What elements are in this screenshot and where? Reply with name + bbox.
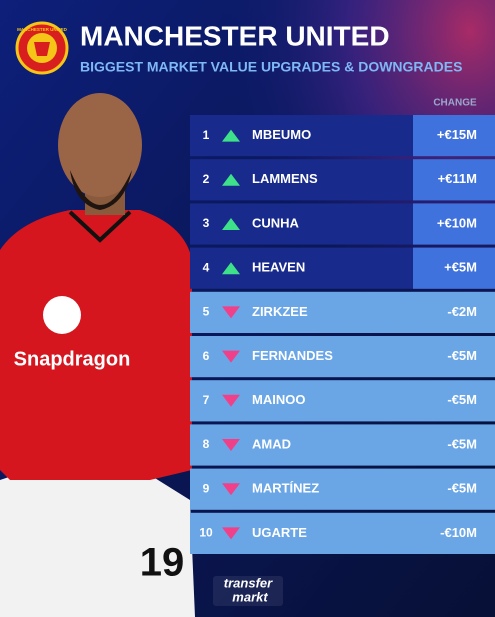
- rank: 6: [203, 349, 210, 363]
- row-background: [190, 468, 495, 510]
- player-name: LAMMENS: [252, 171, 318, 186]
- player-name: MARTÍNEZ: [252, 481, 319, 496]
- down-arrow: [222, 439, 240, 451]
- rank: 10: [199, 526, 213, 540]
- logo-bottom: markt: [232, 589, 268, 604]
- rank: 9: [203, 481, 210, 495]
- down-arrow: [222, 527, 240, 540]
- rank: 2: [203, 172, 210, 186]
- down-arrow: [222, 483, 240, 496]
- sponsor-text: Snapdragon: [14, 348, 131, 370]
- up-arrow: [222, 129, 240, 142]
- player-name: HEAVEN: [252, 260, 305, 275]
- column-header: CHANGE: [433, 98, 477, 109]
- value-change: -€2M: [447, 304, 477, 319]
- shirt-number: 19: [140, 541, 185, 585]
- player-name: UGARTE: [252, 525, 307, 540]
- row-background: [190, 380, 495, 422]
- change-cell: [413, 159, 495, 201]
- value-change: +€10M: [437, 215, 477, 230]
- row-background: [190, 512, 495, 554]
- rank: 3: [203, 216, 210, 230]
- player-name: ZIRKZEE: [252, 304, 308, 319]
- up-arrow: [222, 173, 240, 186]
- down-arrow: [222, 394, 240, 407]
- change-cell: [413, 115, 495, 157]
- rank: 4: [203, 260, 210, 274]
- crest-text: MANCHESTER UNITED: [17, 27, 68, 32]
- value-change: +€11M: [438, 171, 477, 186]
- rank: 7: [203, 393, 210, 407]
- value-change: +€15M: [437, 127, 477, 142]
- value-change: -€5M: [447, 392, 477, 407]
- value-change: -€5M: [447, 481, 477, 496]
- value-change: -€5M: [447, 348, 477, 363]
- logo-top: transfer: [224, 575, 273, 590]
- player-name: CUNHA: [252, 215, 300, 230]
- player-name: MBEUMO: [252, 127, 311, 142]
- value-change: -€5M: [447, 436, 477, 451]
- footer-logo: transfer markt: [213, 575, 283, 606]
- row-background: [190, 291, 495, 333]
- club-crest: MANCHESTER UNITED: [15, 21, 69, 75]
- row-background: [190, 336, 495, 378]
- row-background: [190, 424, 495, 466]
- title: MANCHESTER UNITED: [80, 20, 390, 51]
- player-photo: Snapdragon 19: [0, 93, 195, 617]
- player-name: FERNANDES: [252, 348, 333, 363]
- rank: 5: [203, 305, 210, 319]
- down-arrow: [222, 350, 240, 363]
- table: 1 MBEUMO +€15M 2 LAMMENS +€11M 3 CUNHA +€10M 4 HEA…: [190, 115, 495, 554]
- change-cell: [413, 247, 495, 289]
- value-change: -€10M: [440, 525, 477, 540]
- change-cell: [413, 203, 495, 245]
- up-arrow: [222, 218, 240, 230]
- player-name: MAINOO: [252, 392, 305, 407]
- value-change: +€5M: [444, 260, 477, 275]
- rank: 8: [203, 437, 210, 451]
- player-name: AMAD: [252, 436, 291, 451]
- rank: 1: [203, 128, 210, 142]
- down-arrow: [222, 306, 240, 319]
- up-arrow: [222, 262, 240, 275]
- subtitle: BIGGEST MARKET VALUE UPGRADES & DOWNGRAD…: [80, 59, 462, 75]
